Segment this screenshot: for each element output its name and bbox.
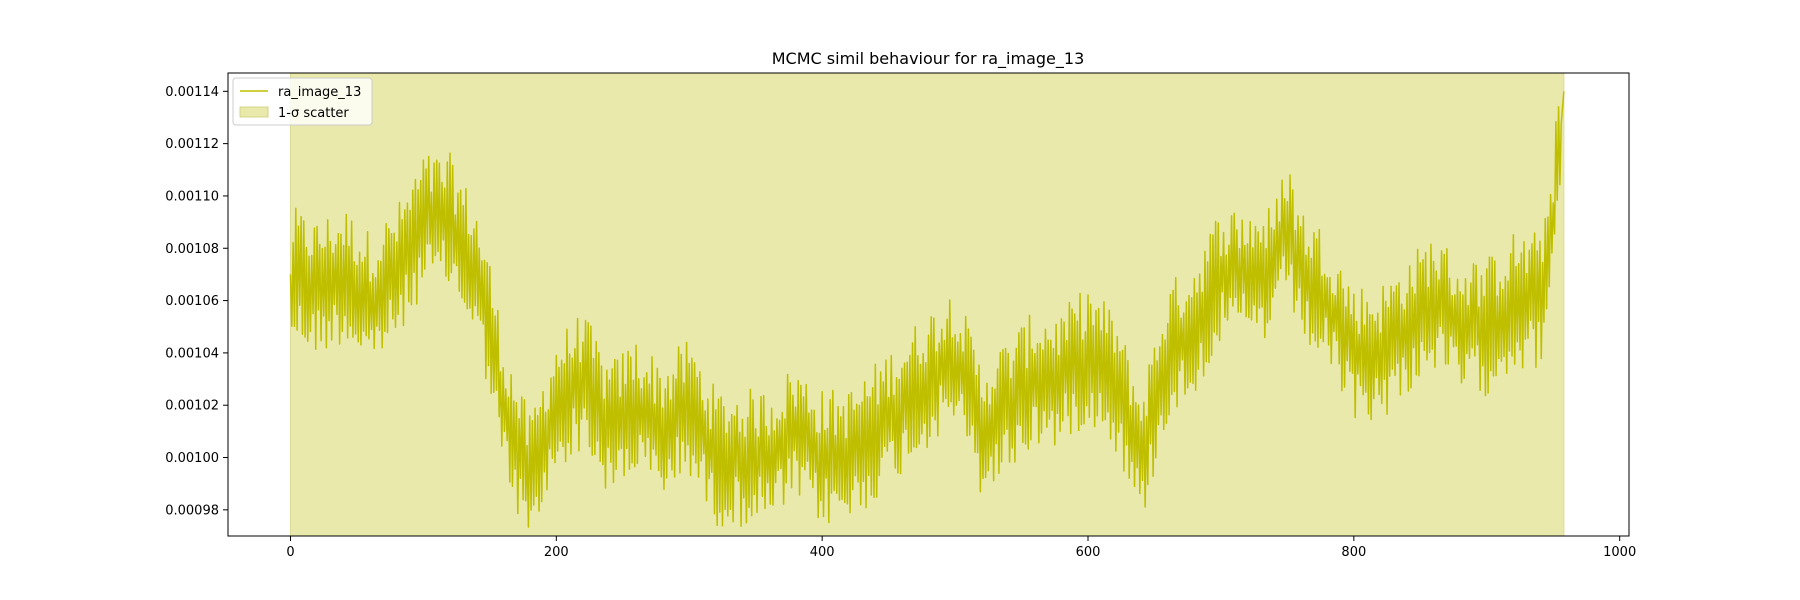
legend-label-band: 1-σ scatter	[278, 106, 349, 121]
plot-frame	[227, 72, 1630, 537]
series-line-ra_image_13	[289, 91, 1565, 528]
y-tick-label: 0.00112	[165, 137, 219, 152]
y-tick-label: 0.00110	[165, 189, 219, 204]
x-tick-label: 1000	[1603, 545, 1636, 560]
y-tick-label: 0.00098	[165, 503, 219, 518]
y-tick-label: 0.00106	[165, 294, 219, 309]
x-tick-label: 200	[544, 545, 569, 560]
legend-label-line: ra_image_13	[278, 85, 361, 100]
y-tick-label: 0.00114	[165, 85, 219, 100]
chart-title: MCMC simil behaviour for ra_image_13	[772, 49, 1085, 69]
scatter-band-layer	[289, 72, 1565, 537]
y-tick-label: 0.00104	[165, 346, 219, 361]
x-tick-label: 400	[810, 545, 835, 560]
x-tick-label: 600	[1076, 545, 1101, 560]
y-axis: 0.00098 0.00100 0.00102 0.00104 0.00106 0.001…	[165, 85, 228, 518]
scatter-band	[289, 72, 1565, 537]
y-tick-label: 0.00102	[165, 399, 219, 414]
series-line-layer	[289, 91, 1565, 528]
legend: ra_image_13 1-σ scatter	[232, 77, 373, 126]
legend-band-swatch	[239, 106, 269, 118]
y-tick-label: 0.00100	[165, 451, 219, 466]
x-axis: 0 200 400 600 800 1000	[286, 536, 1636, 560]
y-tick-label: 0.00108	[165, 242, 219, 257]
x-tick-label: 800	[1341, 545, 1366, 560]
x-tick-label: 0	[286, 545, 294, 560]
